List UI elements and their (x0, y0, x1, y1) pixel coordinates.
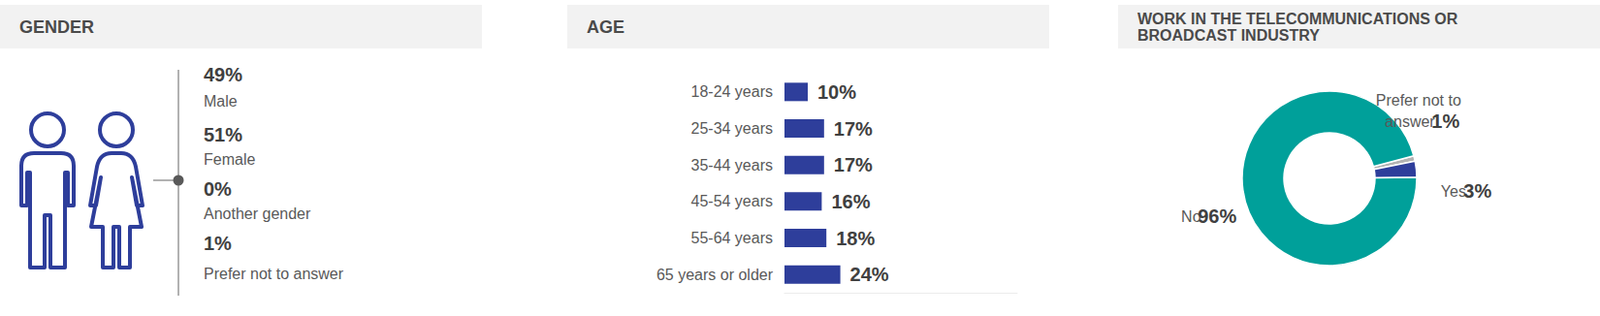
svg-text:1%: 1% (1431, 110, 1460, 132)
html-text:1%: 1% (203, 232, 232, 255)
svg-text:55-64 years: 55-64 years (691, 229, 774, 247)
html-text:AGE: AGE (586, 17, 625, 37)
svg-text:25-34 years: 25-34 years (691, 120, 774, 137)
html-text:WORK IN THE TELECOMMUNICATIONS: WORK IN THE TELECOMMUNICATIONS OR BROADC… (1137, 10, 1458, 44)
svg-text:18%: 18% (835, 227, 875, 250)
html-text:GENDER: GENDER (19, 17, 95, 37)
svg-text:10%: 10% (817, 81, 857, 103)
svg-text:Prefer not to: Prefer not to (1376, 92, 1467, 109)
html-text:49%: 49% (203, 64, 243, 86)
html-text:Prefer not to answer: Prefer not to answer (203, 265, 344, 283)
svg-text:17%: 17% (833, 154, 873, 176)
html-text:0%: 0% (203, 178, 232, 200)
html-text:Another gender: Another gender (203, 205, 311, 223)
html-text:Male: Male (203, 93, 238, 110)
html-text:51%: 51% (203, 124, 243, 146)
svg-text:answer: answer (1384, 113, 1436, 130)
svg-text:16%: 16% (831, 191, 870, 213)
svg-text:45-54 years: 45-54 years (691, 192, 774, 210)
html-text:Female: Female (203, 151, 256, 168)
svg-text:65 years or older: 65 years or older (656, 266, 774, 284)
svg-text:18-24 years: 18-24 years (691, 83, 774, 100)
svg-text:No: No (1181, 208, 1201, 225)
svg-text:96%: 96% (1197, 205, 1237, 227)
svg-text:Yes: Yes (1440, 183, 1467, 200)
svg-text:17%: 17% (833, 118, 873, 140)
svg-text:3%: 3% (1463, 180, 1492, 202)
svg-text:35-44 years: 35-44 years (691, 157, 774, 174)
svg-text:24%: 24% (850, 263, 890, 286)
